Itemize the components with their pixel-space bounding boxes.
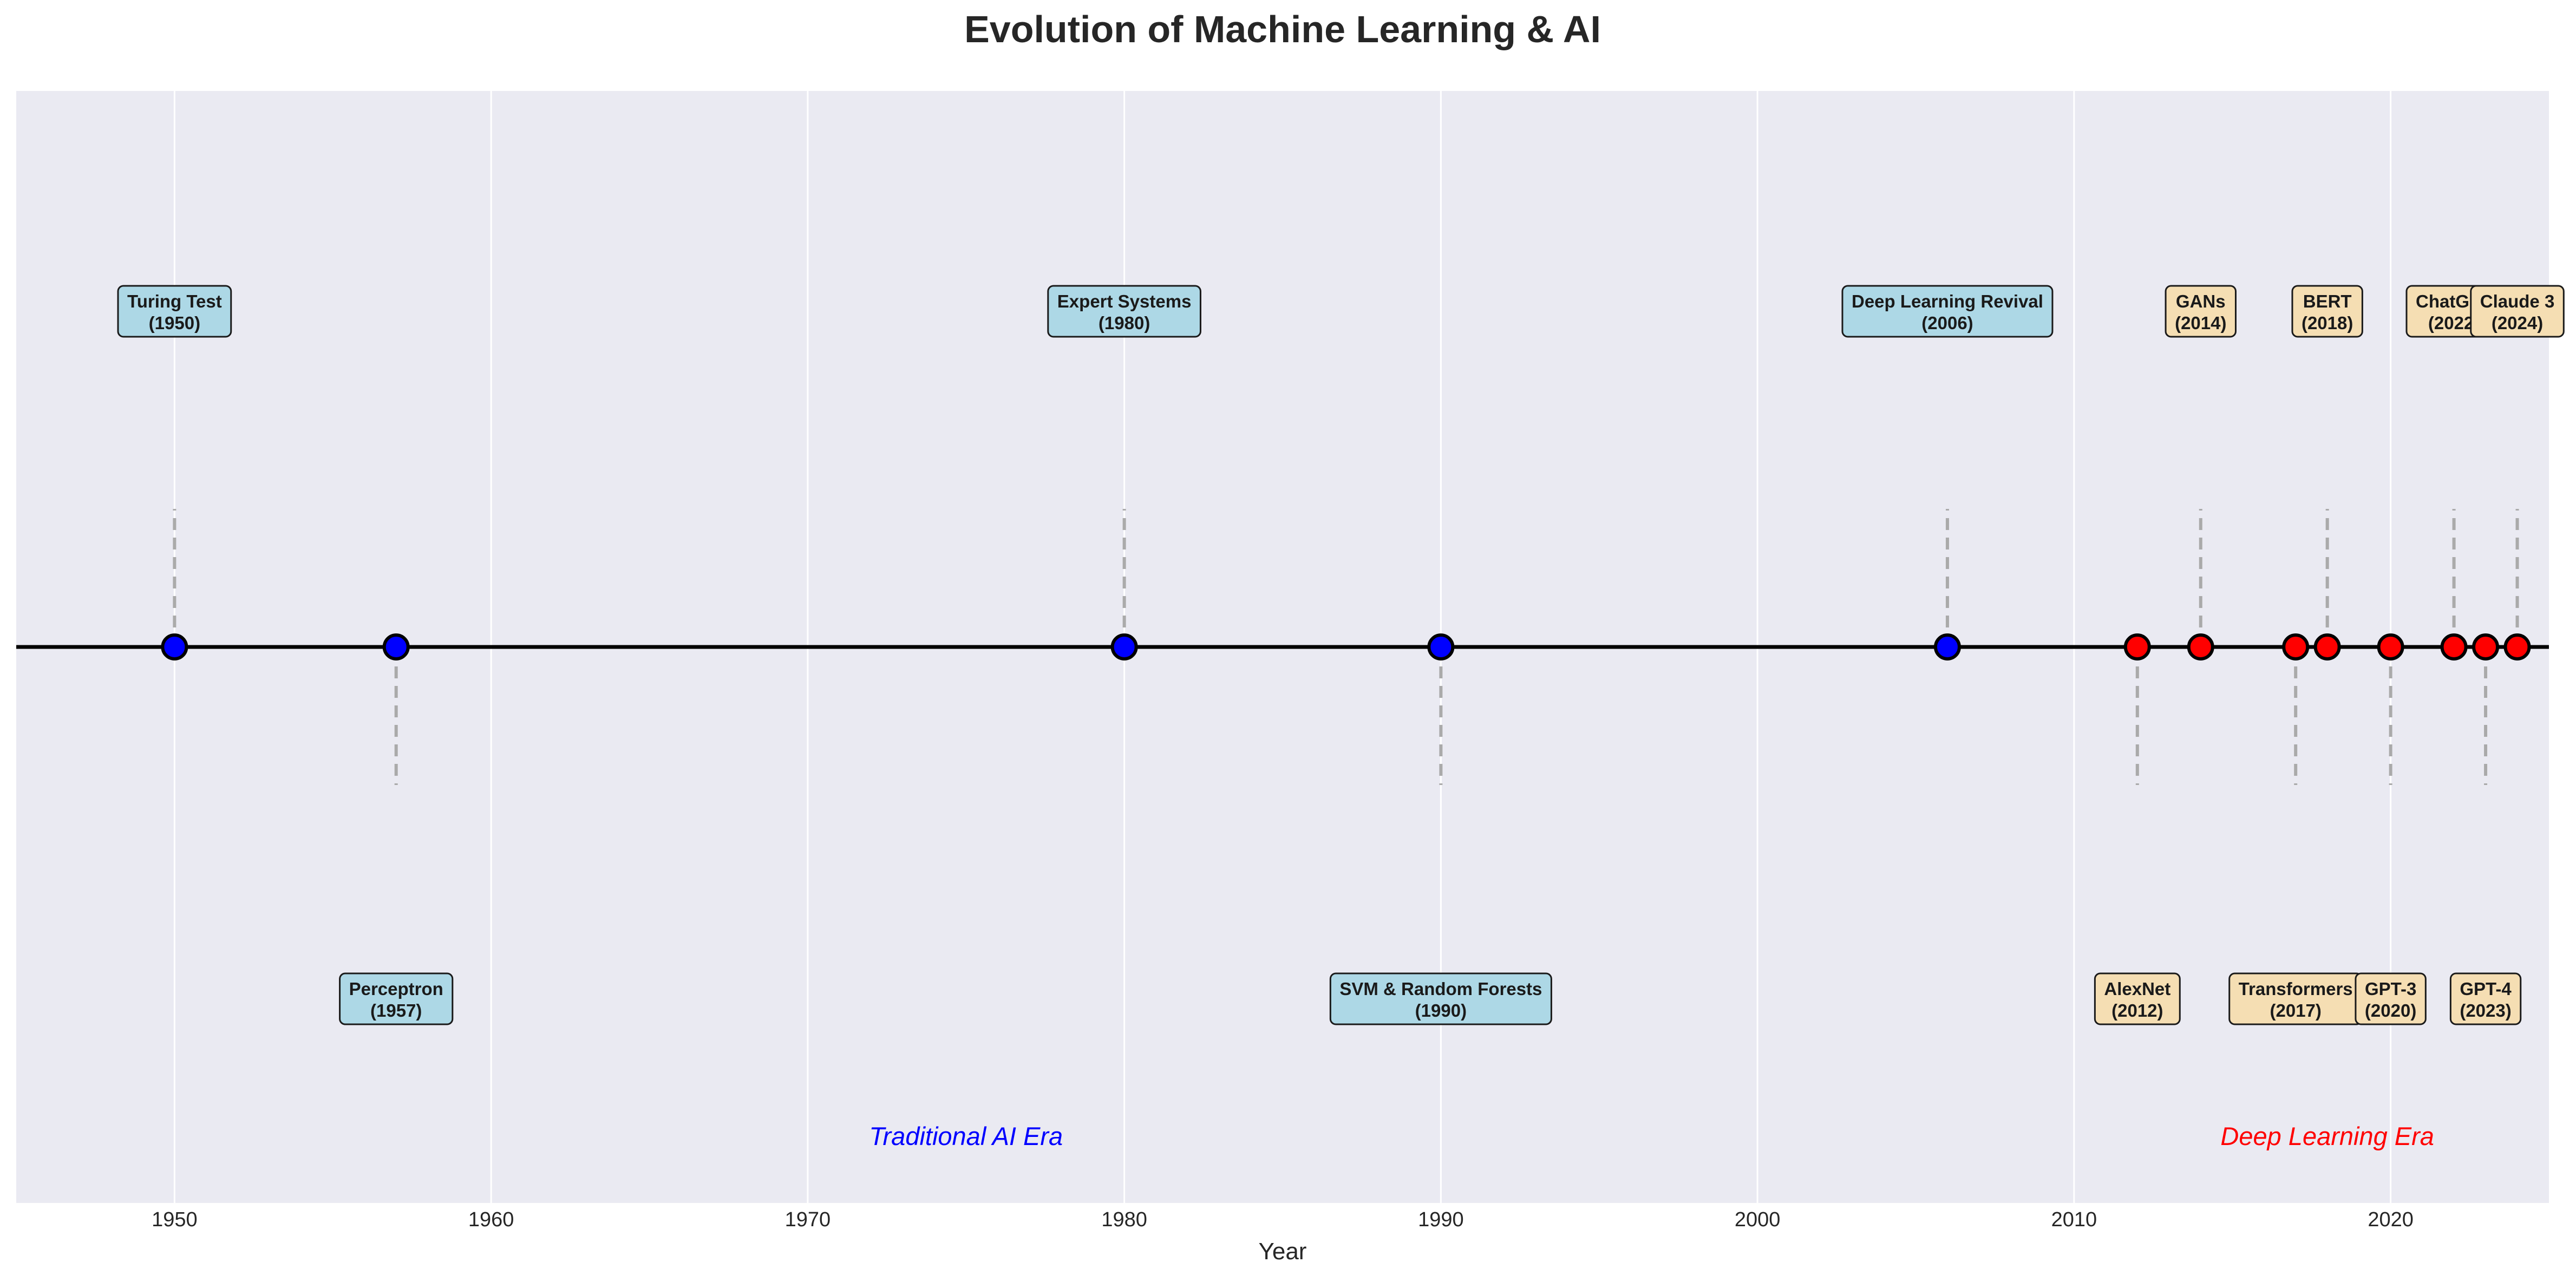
event-labels: Turing Test(1950) Perceptron(1957) Expert … bbox=[117, 285, 2565, 1025]
chart-title: Evolution of Machine Learning & AI bbox=[964, 8, 1601, 50]
event-label-box: Transformers(2017) bbox=[2228, 972, 2363, 1025]
event-label-box: AlexNet(2012) bbox=[2094, 972, 2181, 1025]
event-label-box: Deep Learning Revival(2006) bbox=[1841, 285, 2054, 338]
event-label-background bbox=[117, 285, 232, 338]
event-marker bbox=[161, 633, 188, 660]
event-year: (1980) bbox=[1099, 313, 1150, 333]
event-label-box: GPT-3(2020) bbox=[2355, 972, 2427, 1025]
x-axis-label: Year bbox=[1259, 1238, 1307, 1265]
event-year: (2006) bbox=[1921, 313, 1973, 333]
event-label-box: GPT-4(2023) bbox=[2449, 972, 2522, 1025]
x-tick-label: 2010 bbox=[2051, 1208, 2097, 1231]
event-label-box: Perceptron(1957) bbox=[339, 972, 454, 1025]
event-name: Perceptron bbox=[349, 979, 443, 999]
event-marker bbox=[2472, 633, 2500, 660]
event-markers bbox=[161, 633, 2531, 660]
event-label-box: BERT(2018) bbox=[2291, 285, 2363, 338]
event-marker bbox=[2123, 633, 2151, 660]
event-marker bbox=[2377, 633, 2404, 660]
event-name: BERT bbox=[2303, 291, 2352, 311]
event-marker bbox=[1110, 633, 1138, 660]
event-label-background bbox=[2291, 285, 2363, 338]
event-label-box: Claude 3(2024) bbox=[2470, 285, 2565, 338]
event-label-background bbox=[2355, 972, 2427, 1025]
event-label-background bbox=[2449, 972, 2522, 1025]
event-year: (2023) bbox=[2460, 1000, 2511, 1021]
x-tick-label: 2020 bbox=[2368, 1208, 2414, 1231]
event-label-background bbox=[1841, 285, 2054, 338]
x-tick-labels: 1950 1960 1970 1980 1990 2000 2010 2020 bbox=[152, 1208, 2414, 1231]
event-year: (1990) bbox=[1415, 1000, 1467, 1021]
event-name: SVM & Random Forests bbox=[1339, 979, 1542, 999]
x-tick-label: 1970 bbox=[785, 1208, 831, 1231]
event-marker bbox=[1933, 633, 1961, 660]
event-marker bbox=[2313, 633, 2341, 660]
event-name: GANs bbox=[2176, 291, 2226, 311]
event-name: GPT-4 bbox=[2460, 979, 2512, 999]
event-label-background bbox=[2470, 285, 2565, 338]
event-label-background bbox=[1329, 972, 1552, 1025]
event-name: GPT-3 bbox=[2365, 979, 2416, 999]
event-year: (1950) bbox=[149, 313, 200, 333]
event-year: (2017) bbox=[2270, 1000, 2322, 1021]
event-marker bbox=[2282, 633, 2310, 660]
event-marker bbox=[2187, 633, 2214, 660]
x-tick-label: 1960 bbox=[468, 1208, 514, 1231]
event-label-box: Turing Test(1950) bbox=[117, 285, 232, 338]
event-marker bbox=[1427, 633, 1455, 660]
event-stems bbox=[173, 509, 2519, 785]
event-marker bbox=[2503, 633, 2531, 660]
event-label-box: SVM & Random Forests(1990) bbox=[1329, 972, 1552, 1025]
x-tick-label: 2000 bbox=[1735, 1208, 1781, 1231]
event-name: Deep Learning Revival bbox=[1852, 291, 2043, 311]
event-year: (1957) bbox=[370, 1000, 422, 1021]
era-labels: Traditional AI Era Deep Learning Era bbox=[869, 1122, 2434, 1150]
era-label: Traditional AI Era bbox=[869, 1122, 1063, 1150]
event-marker bbox=[382, 633, 410, 660]
event-label-background bbox=[1047, 285, 1201, 338]
event-label-background bbox=[339, 972, 454, 1025]
event-year: (2024) bbox=[2492, 313, 2543, 333]
event-name: AlexNet bbox=[2104, 979, 2170, 999]
event-year: (2014) bbox=[2175, 313, 2226, 333]
event-name: Claude 3 bbox=[2480, 291, 2555, 311]
x-tick-label: 1990 bbox=[1418, 1208, 1464, 1231]
event-year: (2012) bbox=[2111, 1000, 2163, 1021]
event-name: Transformers bbox=[2239, 979, 2353, 999]
x-tick-label: 1980 bbox=[1101, 1208, 1147, 1231]
event-marker bbox=[2440, 633, 2468, 660]
event-label-background bbox=[2165, 285, 2237, 338]
event-name: Expert Systems bbox=[1057, 291, 1192, 311]
event-name: Turing Test bbox=[127, 291, 222, 311]
event-year: (2018) bbox=[2302, 313, 2353, 333]
event-label-box: GANs(2014) bbox=[2165, 285, 2237, 338]
event-label-background bbox=[2094, 972, 2181, 1025]
event-label-box: Expert Systems(1980) bbox=[1047, 285, 1201, 338]
x-tick-label: 1950 bbox=[152, 1208, 198, 1231]
era-label: Deep Learning Era bbox=[2220, 1122, 2434, 1150]
event-year: (2020) bbox=[2365, 1000, 2416, 1021]
